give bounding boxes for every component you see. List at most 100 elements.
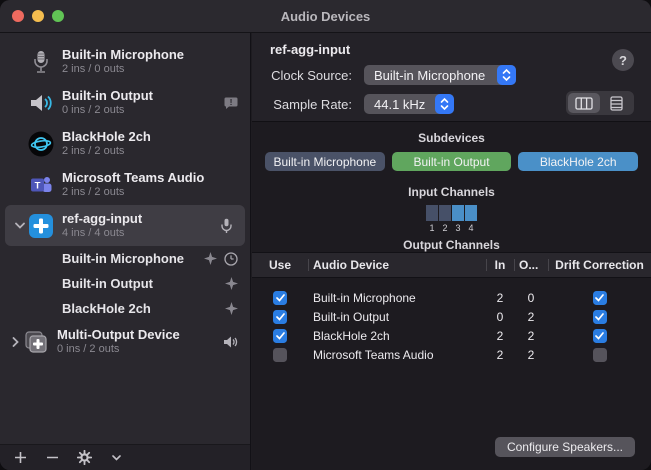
settings-gear-button[interactable]	[76, 450, 92, 466]
device-name: Built-in Output	[62, 87, 153, 103]
column-header-audio-device[interactable]: Audio Device	[308, 253, 486, 277]
row-in-count: 2	[496, 328, 504, 343]
subdevice-name: Built-in Microphone	[62, 251, 185, 266]
row-out-count: 2	[527, 347, 535, 362]
table-row[interactable]: Built-in Output 0 2	[252, 307, 651, 326]
add-device-button[interactable]	[12, 450, 28, 466]
multi-output-icon	[23, 329, 49, 355]
subdevice-item-blackhole-2ch[interactable]: BlackHole 2ch	[0, 296, 250, 321]
output-channels-heading: Output Channels	[403, 238, 500, 252]
subdevice-pill-built-in-output[interactable]: Built-in Output	[391, 152, 512, 171]
clock-source-row: Clock Source: Built-in Microphone	[252, 65, 516, 85]
subdevice-pill-built-in-microphone[interactable]: Built-in Microphone	[265, 152, 385, 171]
row-in-count: 2	[496, 347, 504, 362]
sidebar-item-blackhole-2ch[interactable]: BlackHole 2ch 2 ins / 2 outs	[0, 123, 250, 164]
close-button[interactable]	[12, 10, 24, 22]
column-header-out[interactable]: O...	[514, 253, 548, 277]
svg-text:T: T	[35, 180, 41, 191]
window-title: Audio Devices	[280, 8, 371, 24]
title-bar: Audio Devices	[0, 0, 651, 33]
table-row[interactable]: Microsoft Teams Audio 2 2	[252, 345, 651, 364]
page-title: ref-agg-input	[270, 42, 351, 57]
channels-section: Subdevices Built-in Microphone Built-in …	[252, 122, 651, 252]
row-in-count: 0	[496, 309, 504, 324]
zoom-button[interactable]	[52, 10, 64, 22]
popup-stepper-icon	[435, 94, 454, 114]
spark-icon	[225, 302, 238, 315]
row-out-count: 0	[527, 290, 535, 305]
channel-block[interactable]	[452, 205, 464, 221]
sample-rate-row: Sample Rate: 44.1 kHz	[252, 94, 454, 114]
sidebar-toolbar	[0, 444, 250, 470]
output-speaker-icon	[224, 336, 238, 347]
use-checkbox[interactable]	[273, 309, 287, 324]
rows-icon	[609, 95, 623, 111]
column-header-drift-correction[interactable]: Drift Correction	[548, 253, 651, 277]
svg-text:!: !	[230, 97, 233, 107]
columns-icon	[575, 96, 593, 110]
channel-block[interactable]	[439, 205, 451, 221]
subdevice-pill-blackhole-2ch[interactable]: BlackHole 2ch	[518, 152, 639, 171]
device-detail-panel: ref-agg-input ? Clock Source: Built-in M…	[252, 33, 651, 470]
aggregate-device-icon	[28, 213, 54, 239]
spark-icon	[204, 252, 217, 265]
row-device-name: BlackHole 2ch	[313, 328, 390, 343]
drift-correction-checkbox[interactable]	[592, 290, 607, 305]
subdevices-heading: Subdevices	[418, 131, 485, 145]
chevron-down-icon[interactable]	[12, 222, 28, 229]
sample-rate-label: Sample Rate:	[273, 96, 352, 112]
popup-stepper-icon	[497, 65, 516, 85]
clock-source-popup[interactable]: Built-in Microphone	[364, 65, 516, 85]
use-checkbox[interactable]	[273, 328, 287, 343]
sidebar-item-built-in-output[interactable]: Built-in Output 0 ins / 2 outs !	[0, 82, 250, 123]
more-actions-chevron-button[interactable]	[108, 450, 124, 466]
help-button[interactable]: ?	[612, 49, 634, 71]
device-list: Built-in Microphone 2 ins / 0 outs Built…	[0, 41, 250, 362]
sample-rate-value: 44.1 kHz	[374, 96, 426, 112]
subdevice-item-built-in-microphone[interactable]: Built-in Microphone	[0, 246, 250, 271]
remove-device-button[interactable]	[44, 450, 60, 466]
row-in-count: 2	[496, 290, 504, 305]
view-mode-segmented-control	[566, 91, 634, 115]
channel-number: 2	[442, 223, 448, 233]
sidebar-item-microsoft-teams-audio[interactable]: T Microsoft Teams Audio 2 ins / 2 outs	[0, 164, 250, 205]
drift-correction-checkbox[interactable]	[592, 347, 607, 362]
input-microphone-icon	[221, 218, 232, 233]
device-name: Microsoft Teams Audio	[62, 169, 205, 185]
table-row[interactable]: BlackHole 2ch 2 2	[252, 326, 651, 345]
channel-block[interactable]	[465, 205, 477, 221]
row-device-name: Built-in Microphone	[313, 290, 416, 305]
configure-speakers-button[interactable]: Configure Speakers...	[494, 437, 635, 457]
chevron-right-icon[interactable]	[7, 336, 23, 347]
clock-icon	[224, 251, 238, 266]
drift-correction-checkbox[interactable]	[592, 328, 607, 343]
subdevice-pills: Built-in Microphone Built-in Output Blac…	[252, 152, 651, 171]
device-detail: 2 ins / 2 outs	[62, 144, 125, 157]
channel-block[interactable]	[426, 205, 438, 221]
blackhole-icon	[28, 131, 54, 157]
alert-bubble-icon: !	[224, 97, 238, 109]
sidebar-item-ref-agg-input[interactable]: ref-agg-input 4 ins / 4 outs	[5, 205, 245, 246]
drift-correction-checkbox[interactable]	[592, 309, 607, 324]
sidebar-item-multi-output-device[interactable]: Multi-Output Device 0 ins / 2 outs	[0, 321, 250, 362]
column-header-use[interactable]: Use	[268, 258, 291, 272]
channel-numbers: 1 2 3 4	[252, 223, 651, 233]
list-view-button[interactable]	[600, 93, 632, 113]
subdevice-item-built-in-output[interactable]: Built-in Output	[0, 271, 250, 296]
column-header-in[interactable]: In	[486, 253, 514, 277]
device-name: Built-in Microphone	[62, 46, 185, 62]
sample-rate-popup[interactable]: 44.1 kHz	[364, 94, 454, 114]
row-device-name: Microsoft Teams Audio	[313, 347, 434, 362]
input-channel-strip	[252, 205, 651, 221]
sidebar-item-built-in-microphone[interactable]: Built-in Microphone 2 ins / 0 outs	[0, 41, 250, 82]
row-out-count: 2	[527, 328, 535, 343]
device-detail: 2 ins / 2 outs	[62, 185, 125, 198]
use-checkbox[interactable]	[273, 347, 287, 362]
table-row[interactable]: Built-in Microphone 2 0	[252, 288, 651, 307]
columns-view-button[interactable]	[568, 93, 600, 113]
use-checkbox[interactable]	[273, 290, 287, 305]
device-name: ref-agg-input	[62, 210, 143, 226]
minimize-button[interactable]	[32, 10, 44, 22]
teams-icon: T	[28, 172, 54, 198]
